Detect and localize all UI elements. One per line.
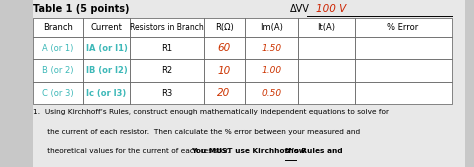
Text: R(Ω): R(Ω) [215, 23, 233, 32]
Bar [33, 82, 83, 104]
Text: theoretical values for the current of each resistor.: theoretical values for the current of ea… [33, 148, 233, 154]
Bar [130, 18, 203, 37]
Bar [203, 18, 245, 37]
Bar [83, 82, 130, 104]
Text: You MUST use Kirchhoff’s Rules and: You MUST use Kirchhoff’s Rules and [191, 148, 345, 154]
Bar [299, 18, 355, 37]
Bar [355, 59, 452, 82]
Bar [83, 59, 130, 82]
Bar [203, 59, 245, 82]
Bar [245, 37, 299, 59]
Bar [83, 18, 130, 37]
Bar [355, 37, 452, 59]
Bar [355, 82, 452, 104]
Text: Current: Current [91, 23, 122, 32]
Text: show: show [284, 148, 306, 154]
Text: 100 V: 100 V [316, 4, 346, 14]
Text: IA (or I1): IA (or I1) [86, 44, 128, 52]
Bar [33, 37, 83, 59]
Text: B (or 2): B (or 2) [42, 66, 74, 75]
Text: R3: R3 [161, 89, 173, 98]
Text: 20: 20 [218, 88, 231, 98]
Text: ΔVV: ΔVV [290, 4, 310, 14]
Bar [203, 37, 245, 59]
Text: C (or 3): C (or 3) [42, 89, 74, 98]
Bar [355, 18, 452, 37]
Bar [33, 18, 83, 37]
Bar [299, 37, 355, 59]
Text: % Error: % Error [387, 23, 419, 32]
Text: 1.00: 1.00 [262, 66, 282, 75]
Text: Im(A): Im(A) [260, 23, 283, 32]
Text: 1.50: 1.50 [262, 44, 282, 52]
Text: 10: 10 [218, 66, 231, 75]
Text: It(A): It(A) [318, 23, 336, 32]
Bar [245, 82, 299, 104]
Text: the current of each resistor.  Then calculate the % error between your measured : the current of each resistor. Then calcu… [33, 129, 360, 135]
Text: 60: 60 [218, 43, 231, 53]
Bar [203, 82, 245, 104]
Text: A (or 1): A (or 1) [42, 44, 73, 52]
Text: Resistors in Branch: Resistors in Branch [130, 23, 204, 32]
Text: 1.  Using Kirchhoff’s Rules, construct enough mathematically independent equatio: 1. Using Kirchhoff’s Rules, construct en… [33, 109, 389, 115]
Text: IB (or I2): IB (or I2) [86, 66, 128, 75]
Bar [33, 59, 83, 82]
Text: R2: R2 [161, 66, 173, 75]
Text: R1: R1 [161, 44, 173, 52]
Bar [299, 59, 355, 82]
Text: Branch: Branch [43, 23, 73, 32]
Bar [83, 37, 130, 59]
Bar [245, 59, 299, 82]
Bar [299, 82, 355, 104]
Text: Ic (or I3): Ic (or I3) [86, 89, 127, 98]
Bar [245, 18, 299, 37]
Text: 0.50: 0.50 [262, 89, 282, 98]
Bar [130, 59, 203, 82]
Bar [130, 37, 203, 59]
Bar [130, 82, 203, 104]
Text: Table 1 (5 points): Table 1 (5 points) [33, 4, 130, 14]
